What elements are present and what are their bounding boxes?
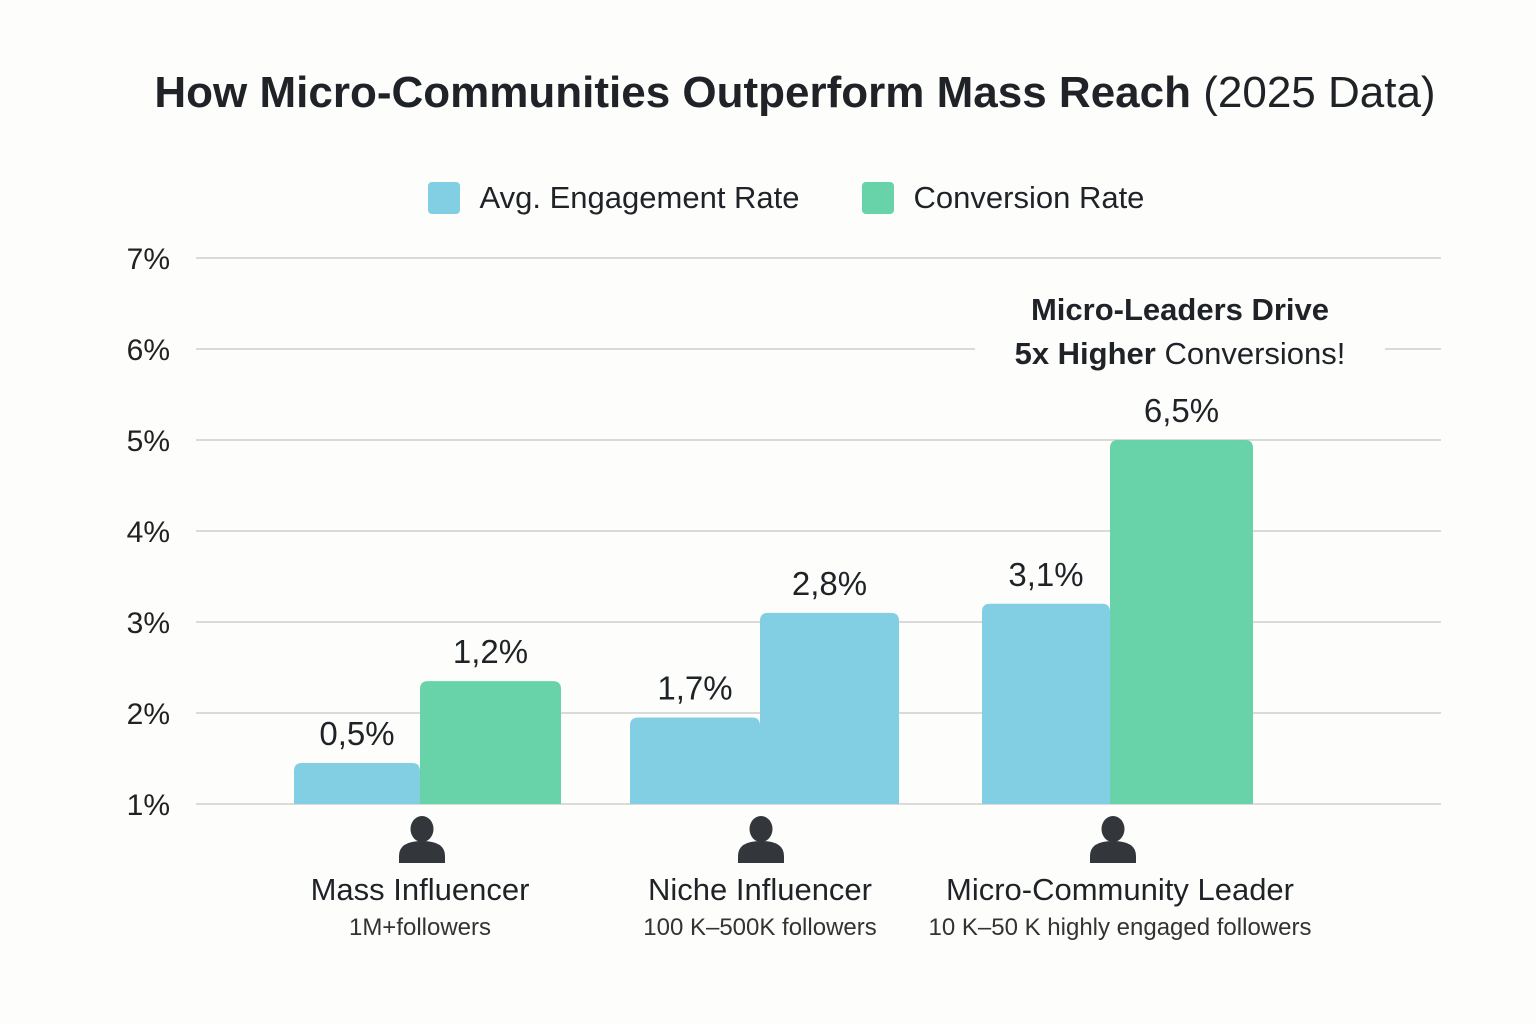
category-subtitle: 1M+followers — [348, 914, 492, 941]
annotation-line1: Micro-Leaders Drive — [1030, 292, 1330, 327]
data-label: 1,2% — [453, 633, 528, 670]
chart-title: How Micro-Communities Outperform Mass Re… — [0, 68, 1536, 118]
person-icon-head — [410, 816, 434, 842]
person-icon-head — [749, 816, 773, 842]
category-label: Niche Influencer — [647, 872, 872, 907]
y-tick-label: 2% — [127, 698, 170, 731]
y-tick-label: 3% — [127, 607, 170, 640]
bar-engagement — [294, 763, 420, 804]
annotation: Micro-Leaders Drive 5x Higher Conversion… — [975, 288, 1385, 376]
person-icon-head — [1101, 816, 1125, 842]
bar-engagement — [982, 603, 1110, 804]
data-label: 1,7% — [657, 670, 732, 707]
y-tick-label: 5% — [127, 425, 170, 458]
category-label: Micro-Community Leader — [946, 872, 1294, 907]
person-icon-body — [1090, 841, 1136, 863]
category-micro: Micro-Community Leader 10 K–50 K highly e… — [910, 872, 1330, 942]
legend-swatch-conversion — [861, 182, 894, 214]
person-icon-body — [738, 841, 784, 863]
bar-engagement — [630, 717, 760, 804]
title-suffix: (2025 Data) — [1203, 68, 1436, 117]
y-tick-label: 6% — [127, 334, 170, 367]
person-icon-body — [399, 841, 445, 863]
bar-conversion — [420, 681, 561, 804]
y-tick-label: 4% — [127, 516, 170, 549]
category-niche: Niche Influencer 100 K–500K followers — [550, 872, 970, 942]
data-label: 6,5% — [1144, 392, 1219, 429]
legend-item-engagement: Avg. Engagement Rate — [427, 180, 800, 216]
legend-item-conversion: Conversion Rate — [861, 180, 1145, 216]
legend-swatch-engagement — [427, 182, 460, 214]
legend: Avg. Engagement Rate Conversion Rate — [0, 180, 1536, 216]
category-label: Mass Influencer — [310, 872, 530, 907]
category-subtitle: 100 K–500K followers — [643, 914, 877, 941]
data-label: 2,8% — [792, 565, 867, 602]
category-mass: Mass Influencer 1M+followers — [210, 872, 630, 942]
bar-conversion — [760, 612, 899, 804]
annotation-emphasis: 5x Higher — [1014, 336, 1156, 371]
category-subtitle: 10 K–50 K highly engaged followers — [928, 914, 1312, 941]
legend-label-engagement: Avg. Engagement Rate — [479, 180, 800, 215]
legend-label-conversion: Conversion Rate — [913, 180, 1145, 215]
data-label: 3,1% — [1008, 556, 1083, 593]
annotation-line2: Conversions! — [1164, 336, 1346, 371]
y-tick-label: 1% — [127, 789, 170, 822]
data-label: 0,5% — [319, 715, 394, 752]
y-tick-label: 7% — [127, 243, 170, 276]
title-main: How Micro-Communities Outperform Mass Re… — [154, 68, 1191, 117]
bar-conversion — [1110, 440, 1253, 804]
